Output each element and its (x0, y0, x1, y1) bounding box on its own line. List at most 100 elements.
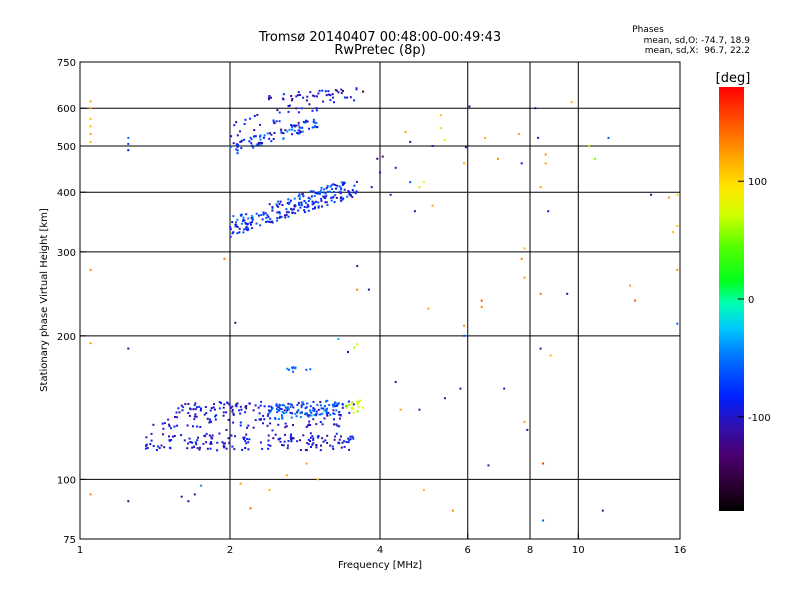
echo-point (294, 367, 297, 370)
echo-point (321, 423, 324, 426)
echo-point (170, 427, 172, 430)
echo-point (323, 196, 326, 199)
echo-point (241, 448, 244, 451)
echo-point (307, 443, 310, 446)
echo-point (282, 412, 285, 415)
echo-point (239, 405, 242, 408)
scatter-point (650, 193, 653, 196)
scatter-point (89, 107, 92, 110)
echo-point (281, 404, 284, 406)
x-tick-label: 2 (227, 545, 233, 556)
echo-point (259, 135, 261, 138)
echo-point (343, 181, 346, 184)
echo-point (339, 190, 342, 193)
echo-point (353, 184, 356, 187)
x-tick-label: 1 (77, 545, 83, 556)
echo-point (258, 412, 261, 415)
scatter-point (234, 321, 237, 324)
echo-point (287, 402, 290, 405)
echo-point (231, 221, 234, 224)
echo-point (340, 92, 343, 95)
echo-point (260, 143, 263, 146)
echo-point (291, 211, 294, 214)
echo-point (265, 216, 268, 219)
echo-point (301, 401, 304, 404)
echo-point (259, 134, 262, 137)
scatter-point (464, 146, 467, 149)
echo-point (335, 187, 338, 190)
scatter-point (285, 474, 288, 477)
echo-point (234, 435, 236, 438)
echo-point (264, 212, 267, 215)
echo-point (302, 96, 305, 99)
echo-point (188, 437, 191, 440)
echo-point (162, 427, 165, 430)
scatter-point (305, 462, 308, 465)
echo-point (240, 213, 243, 216)
echo-point (270, 221, 273, 223)
echo-point (282, 444, 285, 447)
echo-point (279, 437, 282, 440)
echo-point (279, 440, 282, 443)
echo-point (183, 439, 186, 442)
echo-point (239, 412, 242, 415)
echo-point (145, 444, 148, 447)
echo-point (214, 415, 216, 418)
echo-point (314, 192, 317, 194)
echo-point (275, 404, 278, 407)
scatter-point (394, 166, 397, 169)
echo-point (315, 410, 318, 413)
echo-point (236, 218, 239, 221)
x-ticks: 1 2 4 6 8 10 16 (77, 533, 686, 556)
echo-point (338, 191, 341, 194)
echo-point (317, 92, 320, 95)
echo-point (193, 404, 196, 407)
echo-point (298, 204, 301, 206)
echo-point (285, 208, 288, 211)
scatter-point (379, 171, 381, 174)
echo-point (271, 221, 274, 224)
echo-point (349, 194, 352, 197)
echo-point (345, 440, 348, 443)
echo-point (223, 445, 226, 448)
echo-point (294, 125, 296, 128)
scatter-point (607, 136, 610, 139)
echo-point (338, 185, 341, 188)
echo-point (266, 132, 269, 135)
echo-point (308, 103, 311, 106)
echo-point (277, 418, 280, 420)
echo-point (321, 89, 324, 92)
echo-point (270, 96, 272, 99)
echo-point (301, 126, 304, 129)
echo-point (303, 211, 306, 214)
echo-point (313, 410, 316, 412)
echo-point (235, 403, 238, 406)
echo-point (355, 87, 358, 90)
echo-point (235, 148, 238, 151)
echo-point (307, 200, 310, 202)
echo-point (205, 412, 208, 415)
echo-point (244, 440, 247, 442)
echo-point (186, 424, 189, 427)
echo-point (325, 407, 328, 410)
echo-point (232, 412, 235, 415)
echo-point (249, 117, 252, 120)
echo-point (302, 195, 305, 198)
echo-point (299, 416, 302, 418)
echo-point (335, 196, 338, 199)
echo-point (281, 415, 284, 418)
echo-point (291, 208, 294, 211)
echo-point (263, 134, 266, 137)
echo-point (309, 91, 312, 94)
echo-point (281, 444, 283, 446)
echo-point (300, 204, 303, 207)
scatter-point (89, 268, 92, 271)
echo-point (339, 192, 342, 195)
echo-point (339, 186, 342, 189)
echo-point (287, 203, 290, 205)
scatter-point (399, 408, 402, 411)
echo-point (236, 225, 239, 228)
echo-point (209, 447, 212, 450)
echo-point (304, 121, 307, 124)
echo-point (305, 406, 308, 409)
